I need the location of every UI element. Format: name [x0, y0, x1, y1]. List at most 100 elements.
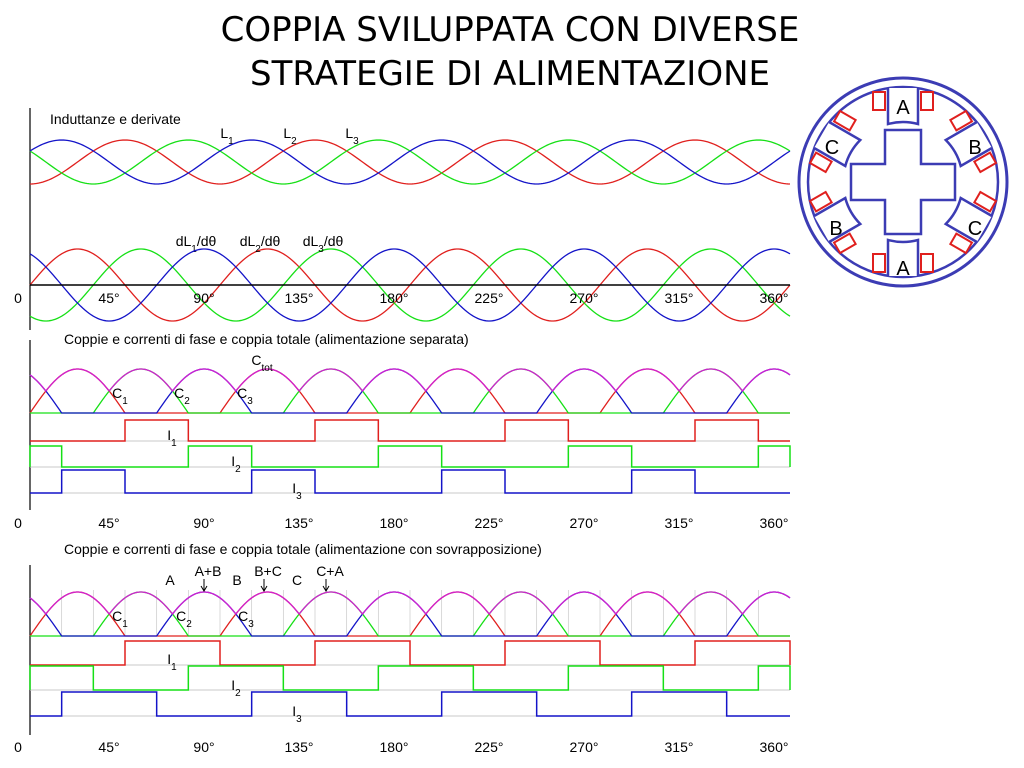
p1-xtick-4: 180°: [380, 290, 409, 306]
stator-pole-body-2: [943, 196, 993, 244]
stator-pole-5: [808, 109, 863, 174]
p1-xtick-8: 360°: [760, 290, 789, 306]
p2-xtick-5: 225°: [475, 515, 504, 531]
p3-torque-total: [29, 591, 791, 616]
motor-label-0: A: [896, 97, 910, 119]
rotor: [849, 128, 957, 236]
p2-xtick-1: 45°: [98, 515, 119, 531]
p3-xtick-6: 270°: [570, 739, 599, 755]
motor-label-3: A: [896, 258, 910, 280]
p2-current-I1: [30, 419, 790, 442]
p3-arrow-head-5: [322, 585, 330, 592]
p3-label-C1: C1: [112, 608, 128, 630]
p3-label-C3: C3: [238, 608, 254, 630]
p2-xtick-6: 270°: [570, 515, 599, 531]
p1-curve-L1: [29, 139, 791, 185]
motor-label-5: C: [968, 218, 982, 240]
winding-left-0: [872, 91, 886, 111]
winding-right-5: [832, 109, 858, 132]
stator-pole-body-1: [943, 120, 993, 168]
p1-curve-L2: [29, 139, 791, 185]
stator-pole-body-5: [813, 120, 863, 168]
winding-right-4: [808, 190, 834, 213]
p2-title: Coppie e correnti di fase e coppia total…: [64, 331, 469, 347]
p3-arrow-head-1: [200, 585, 208, 592]
panel-separate-supply: Coppie e correnti di fase e coppia total…: [14, 331, 791, 531]
p2-label-C3: C3: [237, 385, 253, 407]
title-line-2: STRATEGIE DI ALIMENTAZIONE: [249, 54, 770, 94]
p3-annotation-2: B: [232, 572, 241, 588]
p3-label-I2: I2: [231, 677, 241, 699]
p1-title: Induttanze e derivate: [50, 111, 181, 127]
p3-current-I2: [29, 665, 791, 691]
p1-xtick-5: 225°: [475, 290, 504, 306]
p3-label-C2: C2: [176, 608, 192, 630]
stator-pole-1: [943, 109, 998, 174]
stator-pole-2: [943, 190, 998, 255]
motor-label-2: C: [825, 137, 839, 159]
p3-arrow-head-3: [260, 585, 268, 592]
p3-xtick-0: 0: [14, 739, 22, 755]
p1-xtick-6: 270°: [570, 290, 599, 306]
motor-label-1: B: [968, 137, 981, 159]
p3-annotation-3: B+C: [254, 563, 282, 579]
p2-xtick-0: 0: [14, 515, 22, 531]
p1-xtick-1: 45°: [98, 290, 119, 306]
motor-label-4: B: [829, 218, 842, 240]
p1-xtick-2: 90°: [193, 290, 214, 306]
p3-annotation-4: C: [292, 572, 302, 588]
p3-xtick-3: 135°: [285, 739, 314, 755]
p3-xtick-8: 360°: [760, 739, 789, 755]
title-line-1: COPPIA SVILUPPATA CON DIVERSE: [220, 10, 800, 50]
stator-pole-body-3: [886, 238, 920, 276]
stator-pole-0: [872, 88, 934, 126]
p3-title: Coppie e correnti di fase e coppia total…: [64, 541, 542, 557]
panel-overlap-supply: Coppie e correnti di fase e coppia total…: [14, 541, 791, 755]
p2-xtick-7: 315°: [665, 515, 694, 531]
winding-left-2: [972, 190, 998, 213]
winding-left-4: [832, 232, 858, 255]
p1-label-dL3: dL3/dθ: [303, 233, 344, 255]
p1-xtick-3: 135°: [285, 290, 314, 306]
p1-label-L3: L3: [345, 125, 359, 147]
p1-xtick-0: 0: [14, 290, 22, 306]
p3-annotation-0: A: [165, 572, 175, 588]
panel-inductances: Induttanze e derivate L1 L2 L3 dL1/dθ dL2/dθ d…: [14, 108, 791, 330]
stator-inner-ring: [806, 85, 1000, 279]
p2-label-I1: I1: [167, 427, 177, 449]
p3-xtick-7: 315°: [665, 739, 694, 755]
winding-left-3: [920, 253, 934, 273]
p3-xtick-5: 225°: [475, 739, 504, 755]
p3-annotation-1: A+B: [195, 563, 222, 579]
p2-label-I2: I2: [231, 453, 241, 475]
winding-left-5: [808, 151, 834, 174]
p2-current-I3: [30, 469, 790, 494]
p2-xtick-3: 135°: [285, 515, 314, 531]
p2-current-I2: [29, 445, 791, 468]
p3-current-I3: [30, 691, 790, 717]
winding-right-3: [872, 253, 886, 273]
p2-xtick-8: 360°: [760, 515, 789, 531]
stator-pole-4: [808, 190, 863, 255]
p3-current-I1: [30, 640, 791, 666]
p1-label-L2: L2: [283, 125, 297, 147]
p1-curve-L3: [29, 139, 791, 185]
p2-label-C1: C1: [112, 385, 128, 407]
motor-cross-section: A B C A B C: [797, 76, 1009, 288]
stator-pole-3: [872, 238, 934, 276]
p3-annotation-5: C+A: [316, 563, 344, 579]
p3-xtick-1: 45°: [98, 739, 119, 755]
p2-label-Ctot: Ctot: [251, 352, 272, 374]
stator-pole-body-4: [813, 196, 863, 244]
p2-label-C2: C2: [174, 385, 190, 407]
stator-pole-body-0: [886, 88, 920, 126]
p3-xtick-2: 90°: [193, 739, 214, 755]
winding-right-2: [948, 232, 974, 255]
p2-torque-total: [29, 368, 791, 393]
p2-xtick-2: 90°: [193, 515, 214, 531]
p2-label-I3: I3: [292, 480, 302, 502]
p3-label-I3: I3: [292, 703, 302, 725]
page-title: COPPIA SVILUPPATA CON DIVERSE STRATEGIE …: [0, 8, 1020, 96]
winding-right-0: [920, 91, 934, 111]
p1-label-dL1: dL1/dθ: [176, 233, 217, 255]
